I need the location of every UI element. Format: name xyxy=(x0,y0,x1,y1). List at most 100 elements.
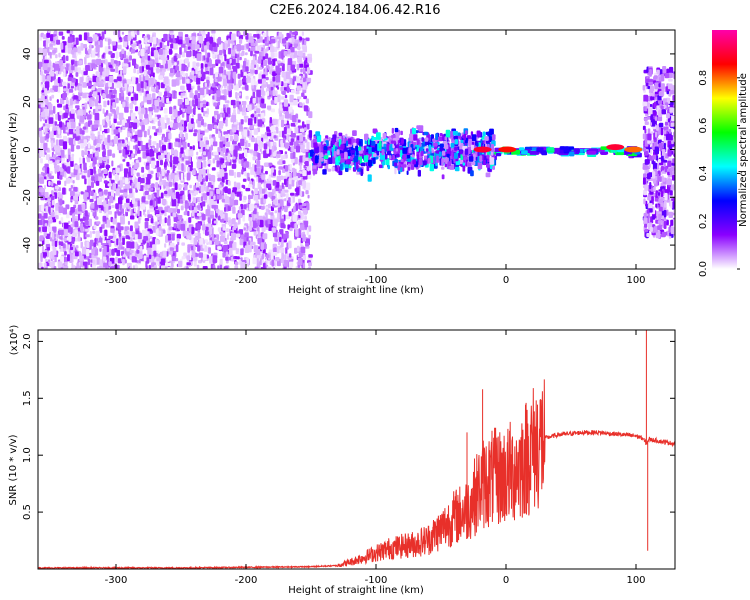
spectrogram-cell xyxy=(216,119,219,124)
spectrogram-cell xyxy=(118,197,123,205)
spectrogram-cell xyxy=(75,251,79,257)
spectrogram-cell xyxy=(191,118,194,124)
spectrogram-cell xyxy=(126,184,131,188)
spectrogram-cell xyxy=(217,177,222,182)
spectrogram-cell xyxy=(99,135,103,140)
spectrogram-cell xyxy=(113,135,118,144)
spectrogram-cell xyxy=(306,120,311,124)
spectrogram-cell xyxy=(238,206,241,211)
spectrogram-cell xyxy=(241,184,245,188)
spectrogram-cell xyxy=(54,121,58,126)
spectrogram-cell xyxy=(212,53,216,58)
spectrogram-cell xyxy=(166,170,170,174)
spectrogram-cell xyxy=(292,31,297,35)
spectrogram-cell xyxy=(209,134,212,140)
spectrogram-cell xyxy=(144,113,149,119)
spectrogram-cell xyxy=(270,52,275,58)
spectrogram-cell xyxy=(53,154,57,159)
spectrogram-cell xyxy=(229,135,234,142)
spectrogram-cell xyxy=(240,138,245,146)
spectrogram-cell xyxy=(71,77,76,83)
spectrogram-cell xyxy=(278,67,282,73)
spectrogram-cell xyxy=(67,166,71,174)
spectrogram-cell xyxy=(195,44,200,50)
spectrogram-cell xyxy=(123,40,128,48)
spectrogram-cell xyxy=(187,142,190,147)
spectrogram-cell xyxy=(252,98,256,104)
spectrogram-cell xyxy=(81,175,86,179)
spectrogram-cell xyxy=(104,112,107,117)
spectrogram-cell xyxy=(278,170,281,176)
spectrogram-cell xyxy=(84,129,89,133)
spectrogram-cell xyxy=(173,55,178,62)
spectrogram-cell xyxy=(280,223,285,229)
spectrogram-cell xyxy=(158,225,162,231)
spectrogram-cell xyxy=(168,144,172,150)
spectrogram-cell xyxy=(231,115,236,123)
spectrogram-cell xyxy=(125,198,130,203)
spectrogram-cell xyxy=(108,205,112,210)
spectrogram-cell xyxy=(67,254,70,262)
spectrogram-cell xyxy=(80,42,84,51)
spectrogram-cell xyxy=(38,219,43,226)
spectrogram-cell xyxy=(192,61,196,69)
spectrogram-cell xyxy=(226,71,231,75)
spectrogram-cell xyxy=(110,68,115,72)
spectrogram-cell xyxy=(254,164,257,172)
spectrogram-cell xyxy=(42,48,48,56)
spectrogram-cell xyxy=(120,216,125,225)
spectrogram-cell xyxy=(146,257,150,264)
spectrogram-cell xyxy=(230,99,236,106)
spectrogram-cell xyxy=(85,98,89,102)
spectrogram-cell xyxy=(59,198,63,206)
spectrogram-cell xyxy=(251,59,256,65)
spectrogram-cell xyxy=(131,182,134,187)
spectrogram-cell xyxy=(170,68,174,73)
spectrogram-cell xyxy=(50,34,54,42)
spectrogram-cell xyxy=(189,101,192,105)
spectrogram-cell xyxy=(257,152,261,161)
spectrogram-cell xyxy=(131,197,136,204)
spectrogram-cell xyxy=(296,78,301,84)
spectrogram-cell xyxy=(297,56,303,63)
spectrogram-cell xyxy=(87,77,92,81)
spectrogram-cell xyxy=(152,244,157,252)
spectrogram-cell xyxy=(221,164,224,169)
spectrogram-cell xyxy=(283,106,289,112)
spectrogram-cell xyxy=(95,180,100,186)
spectrogram-cell xyxy=(132,122,138,130)
spectrogram-cell xyxy=(122,258,125,266)
spectrogram-cell xyxy=(238,34,244,40)
spectrogram-cell xyxy=(117,211,122,216)
spectrogram-cell xyxy=(306,67,311,74)
spectrogram-cell xyxy=(51,181,54,187)
spectrogram-cell xyxy=(113,129,119,135)
spectrogram-cell xyxy=(129,55,132,61)
spectrogram-cell xyxy=(297,135,300,141)
spectrogram-cell xyxy=(284,205,288,213)
spectrogram-cell xyxy=(68,153,71,162)
spectrogram-cell xyxy=(289,30,293,35)
spectrogram-cell xyxy=(265,170,268,175)
spectrogram-cell xyxy=(94,113,100,121)
spectrogram-cell xyxy=(122,205,126,209)
spectrogram-cell xyxy=(96,77,100,83)
spectrogram-cell xyxy=(182,194,186,201)
spectrogram-cell xyxy=(99,124,102,132)
spectrogram-cell xyxy=(281,182,284,188)
spectrogram-cell xyxy=(207,31,210,40)
spectrogram-cell xyxy=(239,153,243,160)
spectrogram-cell xyxy=(263,198,267,204)
spectrogram-cell xyxy=(41,245,45,254)
spectrogram-cell xyxy=(174,182,178,190)
spectrogram-cell xyxy=(131,138,135,142)
spectrogram-cell xyxy=(146,152,150,157)
spectrogram-cell xyxy=(198,35,204,44)
spectrogram-cell xyxy=(40,252,43,259)
spectrogram-cell xyxy=(161,265,166,269)
spectrogram-cell xyxy=(94,136,97,140)
spectrogram-cell xyxy=(148,169,151,175)
spectrogram-cell xyxy=(275,126,278,131)
spectrogram-cell xyxy=(233,134,239,142)
spectrogram-cell xyxy=(93,120,99,124)
